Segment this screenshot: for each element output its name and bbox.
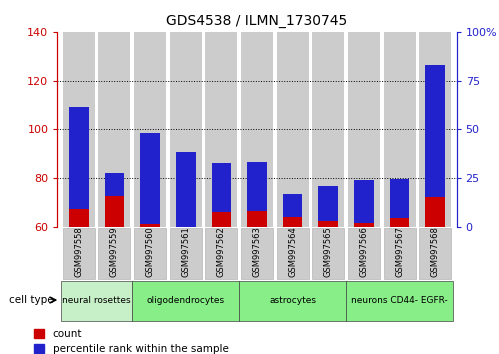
FancyBboxPatch shape: [170, 228, 202, 279]
Bar: [384, 32, 416, 227]
Bar: [318, 187, 338, 222]
Bar: [283, 194, 302, 217]
Text: cell type: cell type: [9, 295, 54, 305]
FancyBboxPatch shape: [419, 228, 451, 279]
FancyBboxPatch shape: [384, 228, 416, 279]
Bar: [312, 32, 344, 227]
FancyBboxPatch shape: [239, 280, 346, 321]
Title: GDS4538 / ILMN_1730745: GDS4538 / ILMN_1730745: [166, 14, 348, 28]
Bar: [390, 179, 409, 227]
Text: GSM997568: GSM997568: [431, 227, 440, 278]
Text: astrocytes: astrocytes: [269, 296, 316, 306]
Bar: [425, 65, 445, 197]
Bar: [276, 32, 309, 227]
Bar: [283, 194, 302, 227]
Text: GSM997560: GSM997560: [146, 227, 155, 278]
Text: GSM997562: GSM997562: [217, 227, 226, 278]
Bar: [176, 152, 196, 230]
Text: GSM997565: GSM997565: [324, 227, 333, 278]
FancyBboxPatch shape: [346, 280, 453, 321]
Text: neurons CD44- EGFR-: neurons CD44- EGFR-: [351, 296, 448, 306]
Bar: [205, 32, 238, 227]
Bar: [98, 32, 130, 227]
FancyBboxPatch shape: [132, 280, 239, 321]
Bar: [140, 133, 160, 224]
Bar: [212, 163, 231, 212]
FancyBboxPatch shape: [312, 228, 344, 279]
FancyBboxPatch shape: [63, 228, 95, 279]
Legend: count, percentile rank within the sample: count, percentile rank within the sample: [34, 329, 229, 354]
Bar: [134, 32, 166, 227]
Bar: [170, 32, 202, 227]
Text: GSM997561: GSM997561: [181, 227, 190, 278]
Text: GSM997564: GSM997564: [288, 227, 297, 278]
Text: GSM997563: GSM997563: [252, 227, 261, 278]
Bar: [176, 152, 196, 227]
Text: GSM997566: GSM997566: [359, 227, 368, 278]
Bar: [105, 173, 124, 196]
FancyBboxPatch shape: [134, 228, 166, 279]
Bar: [354, 180, 374, 223]
FancyBboxPatch shape: [241, 228, 273, 279]
FancyBboxPatch shape: [61, 280, 132, 321]
Bar: [69, 107, 89, 227]
Text: neural rosettes: neural rosettes: [62, 296, 131, 306]
Bar: [140, 133, 160, 227]
Bar: [212, 163, 231, 227]
Bar: [419, 32, 451, 227]
Bar: [348, 32, 380, 227]
Text: GSM997567: GSM997567: [395, 227, 404, 278]
Bar: [247, 162, 267, 211]
Bar: [425, 65, 445, 227]
Bar: [241, 32, 273, 227]
Bar: [318, 187, 338, 227]
Text: GSM997559: GSM997559: [110, 227, 119, 278]
Bar: [354, 180, 374, 227]
FancyBboxPatch shape: [276, 228, 309, 279]
Text: oligodendrocytes: oligodendrocytes: [147, 296, 225, 306]
Text: GSM997558: GSM997558: [74, 227, 83, 278]
Bar: [247, 162, 267, 227]
FancyBboxPatch shape: [348, 228, 380, 279]
Bar: [63, 32, 95, 227]
Bar: [105, 173, 124, 227]
FancyBboxPatch shape: [98, 228, 130, 279]
FancyBboxPatch shape: [205, 228, 238, 279]
Bar: [390, 179, 409, 218]
Bar: [69, 107, 89, 209]
